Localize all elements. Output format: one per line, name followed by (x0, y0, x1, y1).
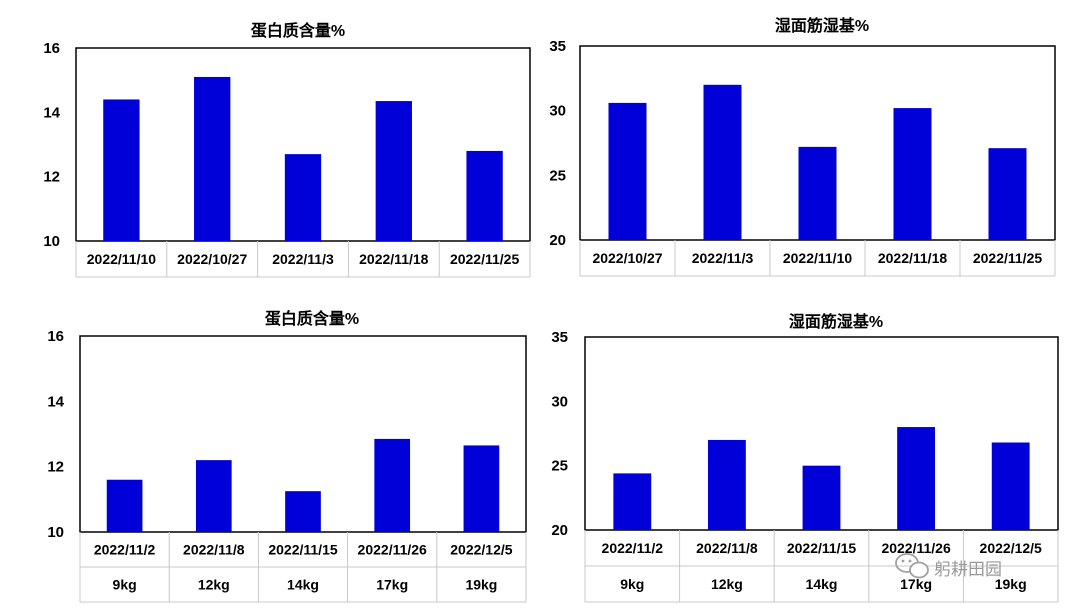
y-tick-label: 20 (551, 522, 568, 539)
x-tick-sublabel: 19kg (465, 577, 497, 593)
bar (285, 491, 321, 532)
bar (284, 154, 322, 241)
chart-title: 蛋白质含量% (265, 309, 359, 328)
x-tick-label: 2022/11/18 (878, 250, 948, 266)
bar (463, 445, 500, 532)
chart-protein-bottom: 蛋白质含量% 10 12 14 16 2022/11/2 9kg 2022/11/8 12kg… (47, 309, 527, 603)
x-tick-label: 2022/11/3 (272, 251, 334, 267)
x-tick-label: 2022/11/2 (94, 542, 156, 558)
bar (707, 439, 746, 530)
x-tick-label: 2022/11/10 (87, 251, 157, 267)
x-tick-label: 2022/11/8 (183, 542, 245, 558)
x-tick-label: 2022/11/25 (450, 251, 520, 267)
chart-gluten-top: 湿面筋湿基% 20 25 30 35 2022/10/27 2022/11/3 2022/1… (549, 16, 1056, 277)
chart-protein-top: 蛋白质含量% 10 12 14 16 2022/11/10 2022/10/27 2022/… (43, 21, 531, 278)
x-tick-label: 2022/11/26 (881, 540, 951, 556)
x-tick-label: 2022/11/15 (787, 540, 857, 556)
bar (893, 108, 932, 240)
chart-gluten-bottom: 湿面筋湿基% 20 25 30 35 2022/11/2 9kg 2022/11/8 12kg… (551, 312, 1059, 603)
bar (798, 146, 837, 240)
x-tick-label: 2022/12/5 (980, 540, 1042, 556)
x-tick-label: 2022/11/10 (783, 250, 853, 266)
bar (703, 84, 742, 240)
x-tick-sublabel: 14kg (287, 577, 319, 593)
y-tick-label: 12 (47, 459, 64, 476)
x-tick-label: 2022/11/25 (973, 250, 1043, 266)
chart-title: 湿面筋湿基% (774, 16, 869, 35)
wechat-icon (895, 553, 929, 579)
y-tick-label: 10 (43, 233, 60, 250)
x-tick-label: 2022/11/18 (359, 251, 429, 267)
x-tick-sublabel: 17kg (376, 577, 408, 593)
watermark: 躬耕田园 (895, 553, 1002, 579)
y-tick-label: 25 (549, 167, 566, 184)
bar (988, 148, 1027, 240)
x-tick-label: 2022/11/15 (268, 542, 338, 558)
bar (466, 150, 503, 241)
x-tick-sublabel: 19kg (995, 576, 1027, 592)
y-tick-label: 30 (551, 393, 568, 410)
y-tick-label: 25 (551, 458, 568, 475)
bar (194, 76, 231, 241)
bar (374, 438, 411, 532)
chart-title: 蛋白质含量% (251, 21, 345, 40)
bar (802, 465, 841, 530)
y-tick-label: 35 (549, 38, 566, 55)
chart-title: 湿面筋湿基% (788, 312, 883, 331)
y-tick-label: 10 (47, 524, 64, 541)
bar (375, 101, 412, 241)
bar (897, 427, 936, 530)
x-tick-label: 2022/10/27 (177, 251, 247, 267)
x-tick-sublabel: 14kg (806, 576, 838, 592)
y-tick-label: 14 (43, 104, 60, 121)
y-tick-label: 16 (47, 328, 64, 345)
x-tick-label: 2022/11/3 (692, 250, 754, 266)
x-tick-sublabel: 9kg (113, 577, 137, 593)
y-tick-label: 16 (43, 40, 60, 57)
x-tick-label: 2022/12/5 (450, 542, 512, 558)
x-tick-label: 2022/11/26 (358, 542, 428, 558)
bar (103, 99, 140, 241)
x-tick-sublabel: 12kg (198, 577, 230, 593)
watermark-text: 躬耕田园 (934, 560, 1002, 579)
y-tick-label: 20 (549, 232, 566, 249)
x-tick-label: 2022/10/27 (592, 250, 662, 266)
y-tick-label: 30 (549, 103, 566, 120)
bar (195, 460, 232, 532)
x-tick-sublabel: 12kg (711, 576, 743, 592)
bar (608, 102, 647, 240)
x-tick-label: 2022/11/2 (602, 540, 664, 556)
bar (613, 473, 652, 530)
y-tick-label: 12 (43, 169, 60, 186)
bar (991, 442, 1030, 530)
y-tick-label: 35 (551, 329, 568, 346)
x-tick-sublabel: 9kg (620, 576, 644, 592)
x-tick-label: 2022/11/8 (696, 540, 758, 556)
bar (106, 479, 143, 532)
x-tick-sublabel: 17kg (900, 576, 932, 592)
y-tick-label: 14 (47, 393, 64, 410)
